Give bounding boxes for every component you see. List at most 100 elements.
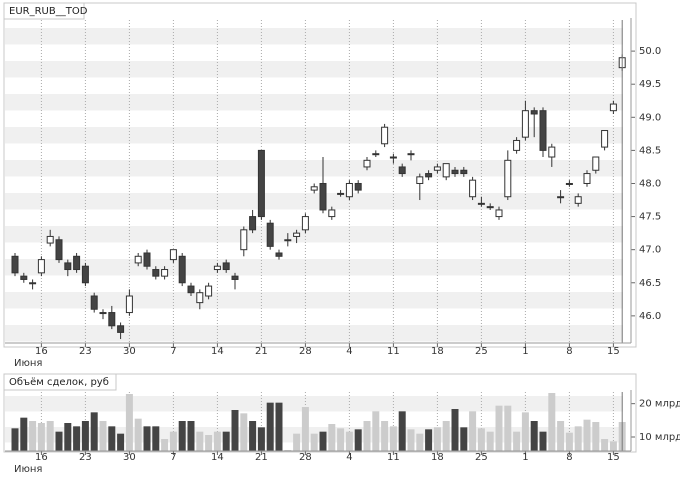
y-tick-label: 47.5 xyxy=(639,212,661,223)
volume-bar xyxy=(601,439,609,451)
y-tick-label: 46.5 xyxy=(639,278,661,289)
volume-bar xyxy=(46,421,54,451)
x-tick-label: 21 xyxy=(255,452,268,463)
volume-bar xyxy=(433,427,441,451)
candle-body xyxy=(337,192,345,195)
candle-body xyxy=(284,239,292,242)
x-tick-label: 16 xyxy=(35,346,48,357)
candle-body xyxy=(46,235,54,244)
volume-bar xyxy=(530,421,538,451)
volume-title-box xyxy=(3,373,117,391)
candle-body xyxy=(125,295,133,314)
volume-bar xyxy=(407,429,415,451)
volume-bar xyxy=(416,433,424,451)
volume-bar xyxy=(152,426,160,451)
candle-body xyxy=(425,173,433,178)
x-tick-label: 30 xyxy=(123,452,136,463)
stripe xyxy=(5,292,623,309)
volume-bar xyxy=(486,431,494,451)
volume-bar xyxy=(37,423,45,451)
volume-bar xyxy=(301,407,309,451)
volume-bar xyxy=(398,411,406,451)
candle-body xyxy=(609,103,617,112)
volume-bar xyxy=(583,419,591,451)
candle-body xyxy=(152,269,160,277)
volume-bar xyxy=(381,421,389,451)
x-tick-label: 25 xyxy=(475,452,488,463)
x-tick-label: 14 xyxy=(211,346,224,357)
x-tick-label: 23 xyxy=(79,452,92,463)
volume-bar xyxy=(495,405,503,451)
volume-bar xyxy=(548,393,556,451)
x-axis-label: Июня xyxy=(14,358,42,369)
stripe xyxy=(5,28,623,45)
x-tick-label: 7 xyxy=(170,346,176,357)
volume-bar xyxy=(169,431,177,451)
candle-body xyxy=(583,173,591,184)
volume-bar xyxy=(310,433,318,451)
candle-body xyxy=(29,282,37,285)
volume-bar xyxy=(389,426,397,451)
volume-bar xyxy=(504,405,512,451)
x-tick-label: 28 xyxy=(299,346,312,357)
volume-bar xyxy=(178,421,186,451)
y-tick-label: 10 млрд xyxy=(639,432,680,443)
volume-bar xyxy=(513,431,521,451)
candle-body xyxy=(231,275,239,280)
x-tick-label: 8 xyxy=(566,346,572,357)
candle-body xyxy=(504,159,512,198)
candle-body xyxy=(469,179,477,198)
stripe xyxy=(5,325,623,342)
candle-body xyxy=(108,312,116,327)
price-title: EUR_RUB__TOD xyxy=(9,6,88,17)
price-title-box xyxy=(3,2,85,20)
candle-body xyxy=(354,182,362,191)
volume-bar xyxy=(460,427,468,451)
candle-body xyxy=(11,255,19,274)
volume-bar xyxy=(521,412,529,451)
candle-body xyxy=(196,292,204,304)
volume-bar xyxy=(161,439,169,451)
x-tick-label: 4 xyxy=(346,346,352,357)
volume-bar xyxy=(425,429,433,451)
candle-body xyxy=(363,159,371,168)
volume-bar xyxy=(29,421,37,451)
x-tick-label: 25 xyxy=(475,346,488,357)
y-tick-label: 50.0 xyxy=(639,46,661,57)
candle-body xyxy=(20,275,28,280)
volume-bar xyxy=(451,409,459,451)
candle-body xyxy=(81,265,89,284)
x-tick-label: 18 xyxy=(431,452,444,463)
volume-bar xyxy=(565,432,573,451)
candle-body xyxy=(301,216,309,231)
candle-body xyxy=(451,169,459,175)
stripe xyxy=(5,259,623,276)
candle-body xyxy=(134,255,142,264)
volume-bar xyxy=(64,423,72,451)
volume-bar xyxy=(257,427,265,451)
volume-bar xyxy=(231,410,239,451)
volume-bar xyxy=(609,441,617,451)
candle-body xyxy=(240,229,248,251)
volume-bar xyxy=(574,426,582,451)
stripe xyxy=(5,226,623,243)
volume-bar xyxy=(539,431,547,451)
x-tick-label: 1 xyxy=(522,452,528,463)
volume-bar xyxy=(99,421,107,451)
x-tick-label: 15 xyxy=(607,452,620,463)
candle-body xyxy=(460,169,468,175)
candle-body xyxy=(389,156,397,159)
candle-body xyxy=(178,255,186,284)
candle-body xyxy=(64,262,72,271)
volume-bar xyxy=(196,431,204,451)
candle-body xyxy=(187,285,195,294)
candle-body xyxy=(249,216,257,231)
volume-bar xyxy=(117,433,125,451)
volume-bar xyxy=(73,426,81,451)
y-tick-label: 49.0 xyxy=(639,112,661,123)
candle-body xyxy=(310,186,318,191)
x-tick-label: 18 xyxy=(431,346,444,357)
x-tick-label: 11 xyxy=(387,346,400,357)
candle-body xyxy=(416,176,424,184)
x-tick-label: 4 xyxy=(346,452,352,463)
